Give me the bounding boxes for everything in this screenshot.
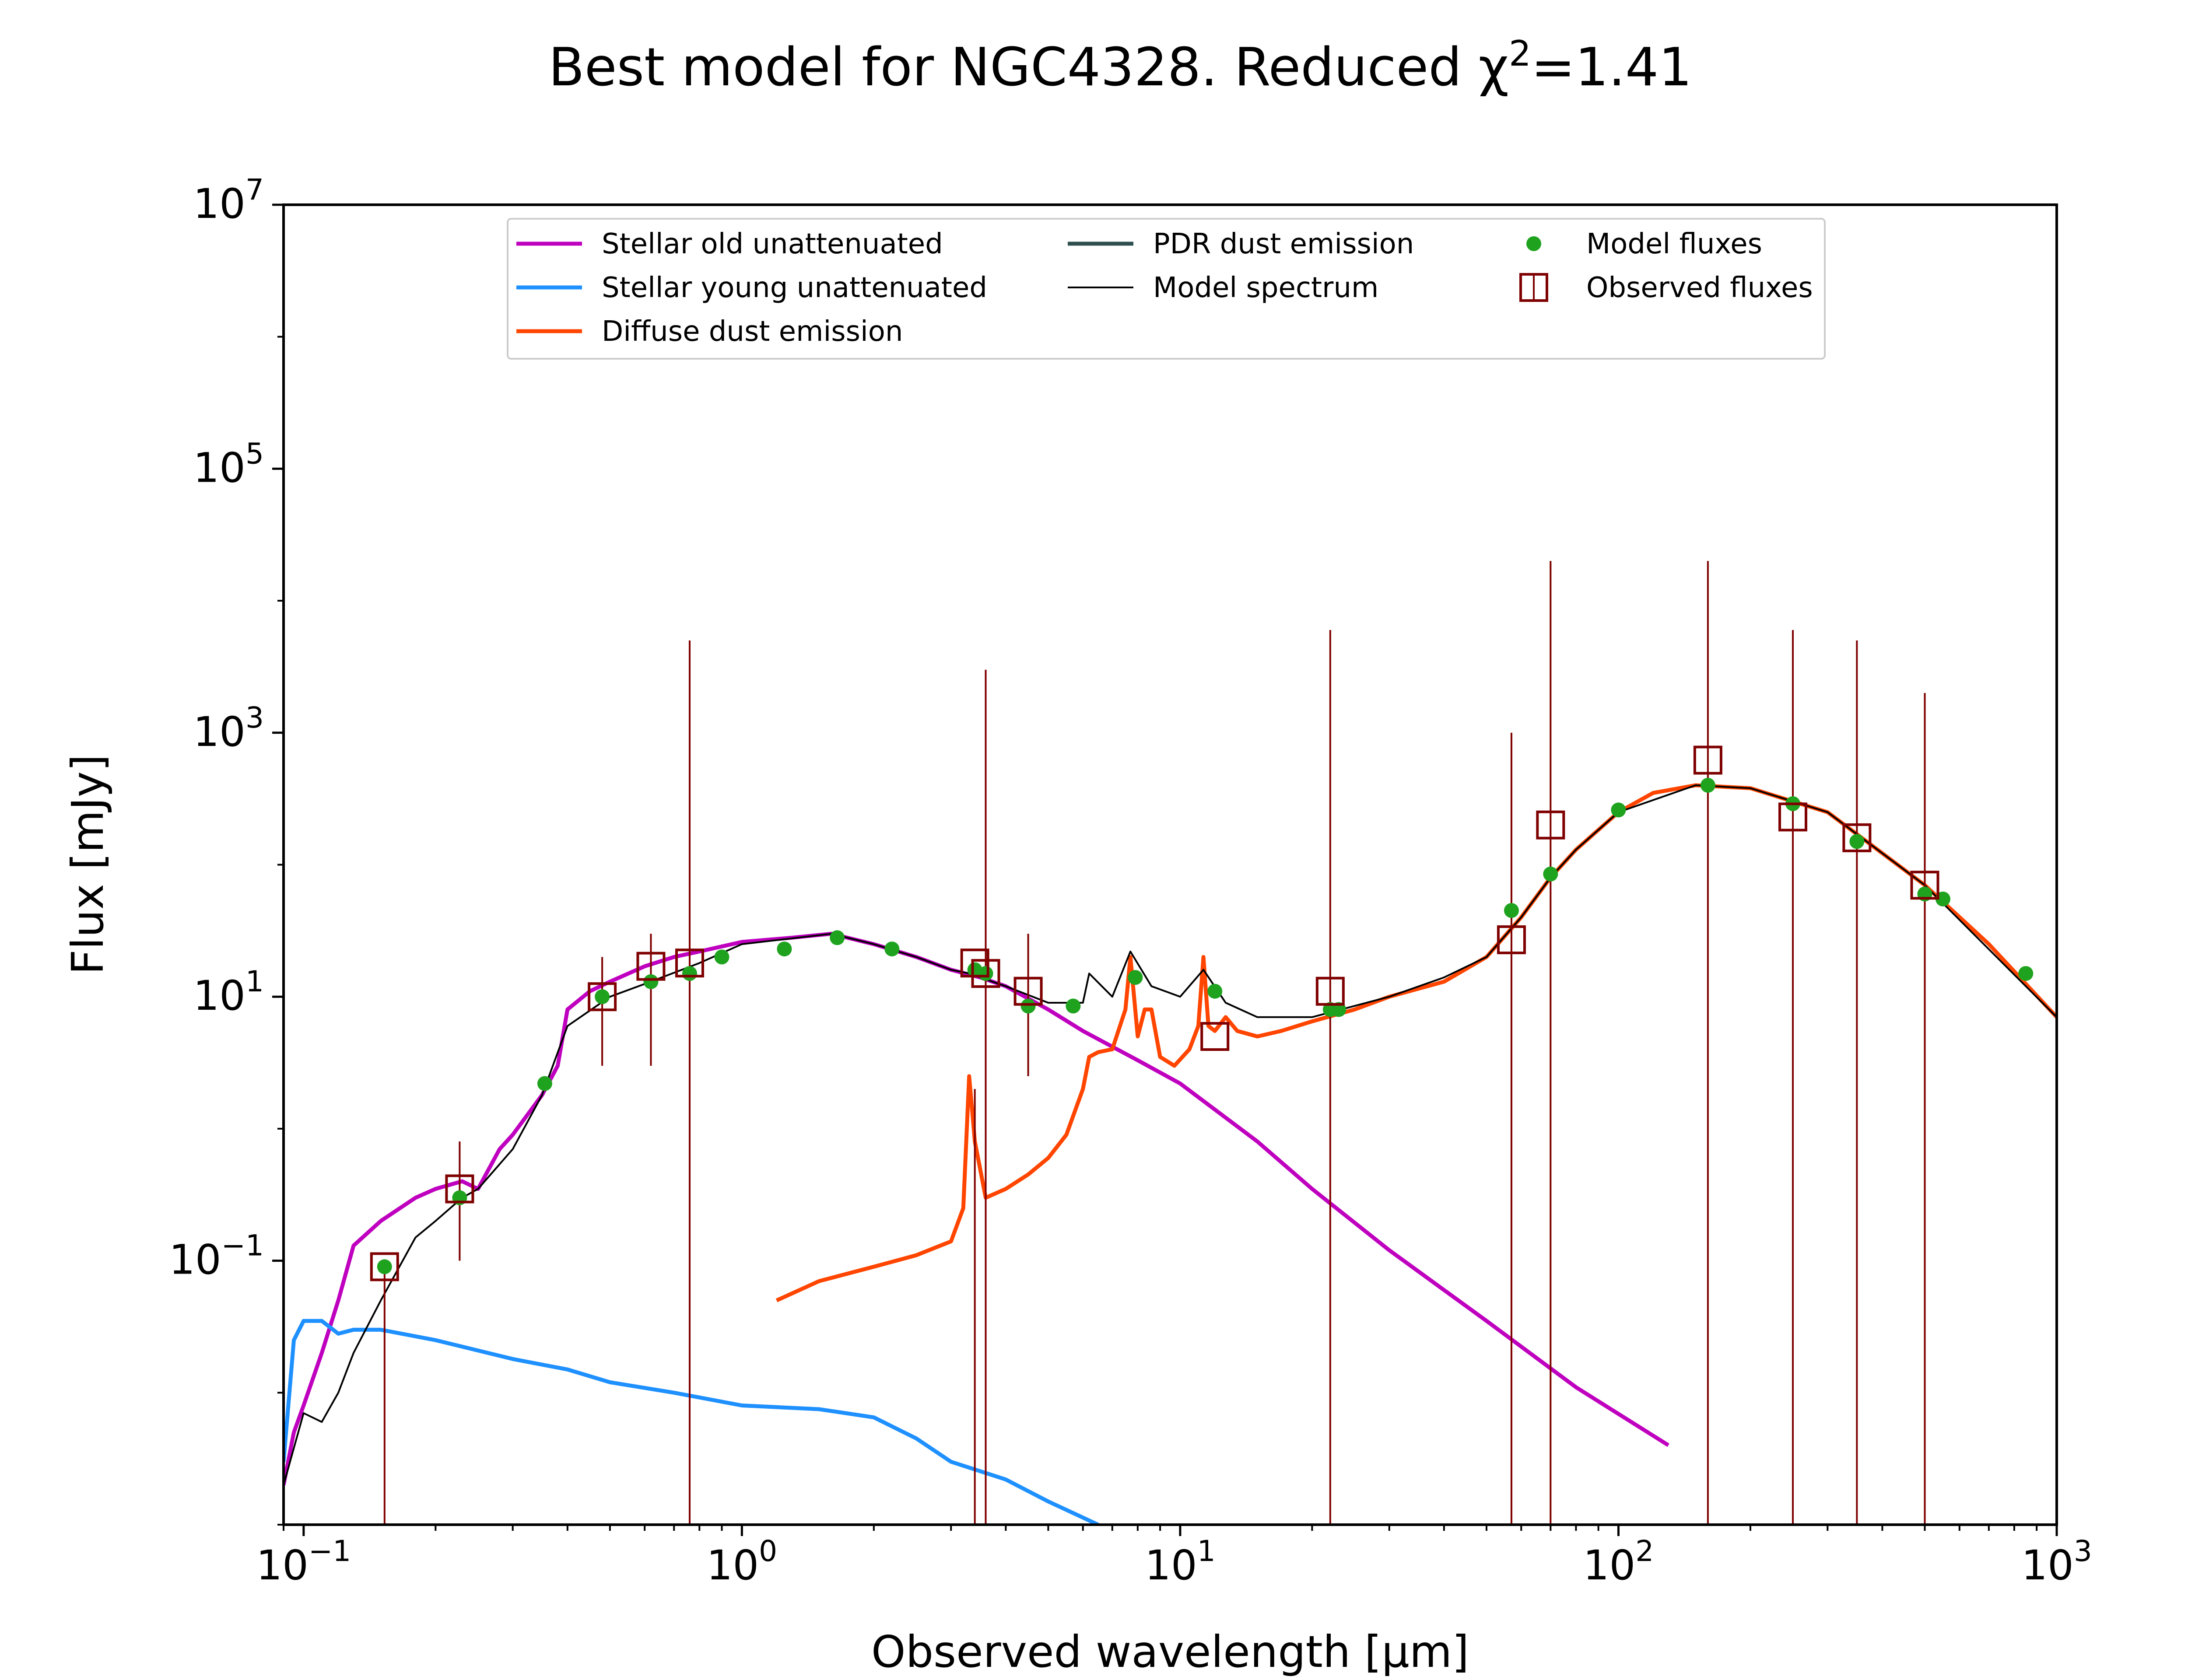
model-flux-point — [595, 989, 610, 1004]
y-tick-label: 10−1 — [169, 1229, 264, 1284]
x-tick-base: 10 — [2021, 1542, 2074, 1589]
model-flux-point — [377, 1259, 392, 1274]
model-flux-point — [1543, 866, 1558, 882]
x-axis-label: Observed wavelength [μm] — [871, 1626, 1469, 1677]
x-tick-label: 10−1 — [256, 1534, 351, 1589]
model-flux-point — [537, 1076, 552, 1091]
series-line-0 — [284, 931, 1669, 1486]
y-tick-base: 10 — [193, 180, 245, 228]
y-tick-exp: 3 — [245, 701, 264, 735]
y-tick-base: 10 — [193, 444, 245, 492]
model-flux-point — [978, 966, 993, 981]
x-axis: 10−1 100 101 102 103 — [256, 1525, 2092, 1589]
observed-flux-marker — [588, 982, 617, 1012]
chart-title-suffix: =1.41 — [1531, 37, 1692, 98]
y-tick-exp: 5 — [245, 437, 264, 470]
model-flux-point — [1066, 998, 1081, 1014]
y-tick-label: 105 — [193, 437, 264, 492]
observed-flux-marker — [1910, 871, 1939, 900]
chart-title: Best model for NGC4328. Reduced χ2=1.41 — [548, 33, 1692, 98]
model-flux-point — [682, 966, 698, 981]
legend-label: Diffuse dust emission — [602, 315, 903, 348]
x-tick-exp: −1 — [309, 1534, 351, 1568]
legend-swatch — [1526, 236, 1541, 251]
model-flux-point — [884, 942, 900, 957]
series-line-3 — [284, 784, 2057, 1485]
observed-flux-marker — [1497, 925, 1526, 955]
plot-frame — [282, 203, 2058, 1526]
y-tick-label: 107 — [193, 173, 264, 228]
model-flux-point — [1611, 802, 1626, 818]
x-tick-exp: 3 — [2074, 1534, 2092, 1568]
legend-box — [507, 218, 1826, 360]
errorbar-layer — [383, 561, 1926, 1525]
observed-flux-marker — [1200, 1022, 1230, 1051]
y-tick-label: 103 — [193, 701, 264, 756]
model-flux-point — [777, 942, 792, 957]
x-tick-base: 10 — [1583, 1542, 1636, 1589]
legend-label: Stellar young unattenuated — [602, 272, 987, 304]
observed-flux-marker — [1693, 746, 1722, 775]
legend-label: Stellar old unattenuated — [602, 228, 943, 260]
x-tick-base: 10 — [256, 1542, 309, 1589]
observed-flux-marker — [1842, 823, 1872, 852]
model-flux-point — [643, 974, 659, 989]
x-tick-exp: 2 — [1635, 1534, 1654, 1568]
x-tick-base: 10 — [707, 1542, 759, 1589]
model-flux-point — [2018, 966, 2034, 981]
series-line-1 — [284, 1319, 1099, 1525]
y-tick-exp: 1 — [245, 965, 264, 998]
y-tick-label: 101 — [193, 965, 264, 1020]
chart-title-sup: 2 — [1509, 33, 1531, 74]
x-tick-label: 102 — [1583, 1534, 1654, 1589]
legend-label: Model spectrum — [1153, 272, 1378, 304]
legend: Stellar old unattenuated Stellar young un… — [507, 218, 1826, 360]
observed-flux-marker — [960, 948, 989, 978]
model-flux-point — [1504, 903, 1519, 918]
observed-flux-marker — [636, 952, 666, 981]
x-tick-label: 100 — [707, 1534, 778, 1589]
observed-flux-marker — [1536, 810, 1565, 840]
series-line-2 — [775, 783, 2057, 1302]
x-tick-label: 101 — [1145, 1534, 1216, 1589]
x-tick-exp: 1 — [1197, 1534, 1216, 1568]
legend-label: Observed fluxes — [1586, 272, 1813, 304]
model-flux-point — [1849, 834, 1865, 849]
observed-flux-marker — [1778, 802, 1808, 832]
y-tick-base: 10 — [193, 708, 245, 756]
y-tick-base: 10 — [193, 972, 245, 1020]
legend-label: Model fluxes — [1586, 228, 1762, 260]
chart-title-main: Best model for NGC4328. Reduced χ — [548, 37, 1509, 98]
observed-flux-marker — [1315, 976, 1345, 1006]
plot-area — [284, 561, 2057, 1525]
y-tick-exp: 7 — [245, 173, 264, 206]
model-flux-point — [1700, 777, 1715, 793]
model-flux-point — [830, 930, 845, 945]
observed-flux-marker — [1013, 976, 1043, 1006]
marker-layer — [370, 746, 2034, 1281]
x-tick-base: 10 — [1145, 1542, 1197, 1589]
observed-flux-marker — [971, 959, 1000, 988]
model-flux-point — [714, 949, 729, 965]
model-flux-point — [1128, 970, 1143, 985]
observed-flux-marker — [370, 1252, 399, 1281]
observed-flux-marker — [445, 1174, 474, 1204]
model-flux-point — [1331, 1002, 1346, 1017]
model-flux-point — [1207, 984, 1223, 999]
y-tick-exp: −1 — [221, 1229, 264, 1263]
y-tick-base: 10 — [169, 1236, 221, 1284]
legend-label: PDR dust emission — [1153, 228, 1414, 260]
x-tick-label: 103 — [2021, 1534, 2092, 1589]
model-flux-point — [1020, 998, 1036, 1014]
series-layer — [284, 783, 2057, 1525]
x-tick-exp: 0 — [759, 1534, 777, 1568]
observed-flux-marker — [675, 948, 705, 978]
y-axis-label: Flux [mJy] — [62, 754, 113, 975]
